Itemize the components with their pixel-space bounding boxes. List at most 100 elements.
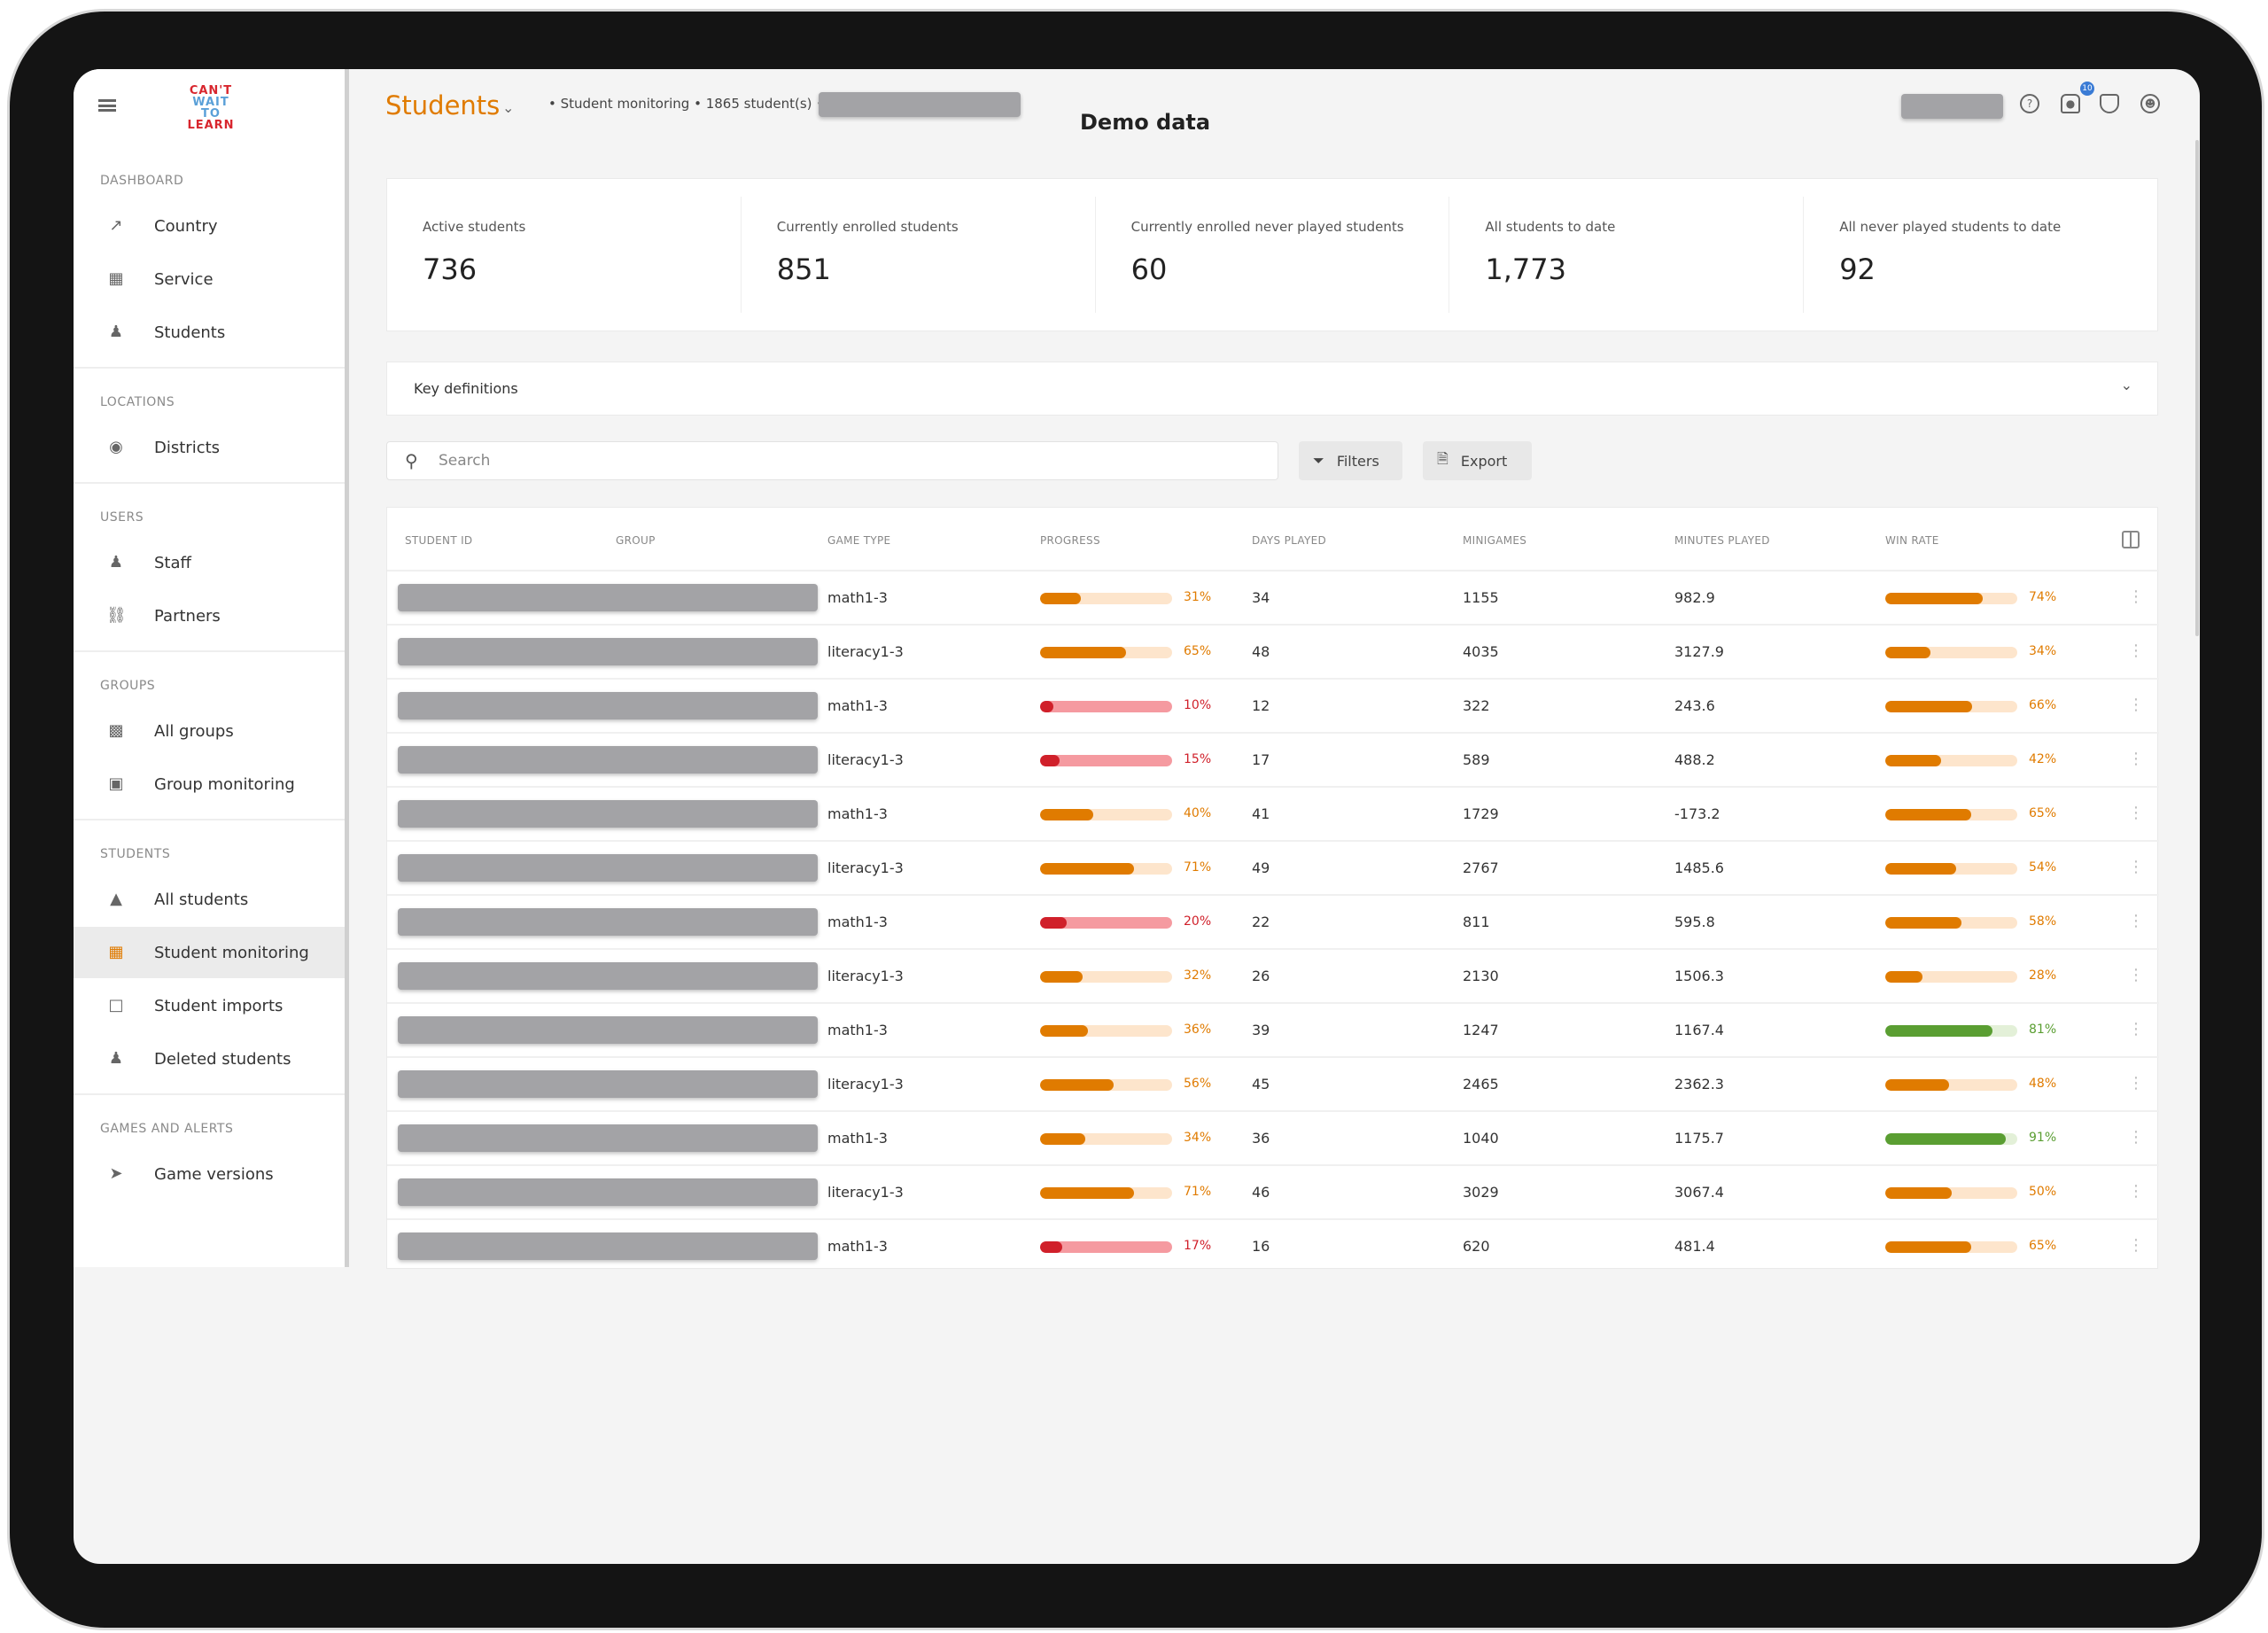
sidebar-item-label: Student imports bbox=[154, 996, 284, 1015]
filters-button[interactable]: ⏷ Filters bbox=[1299, 441, 1402, 480]
row-actions-icon[interactable]: ⋮ bbox=[2128, 642, 2144, 660]
sidebar-item-all-students[interactable]: ▲ All students bbox=[74, 874, 345, 925]
minigames: 1729 bbox=[1463, 805, 1499, 822]
sidebar-item-deleted-students[interactable]: ♟ Deleted students bbox=[74, 1033, 345, 1085]
column-header[interactable]: MINIGAMES bbox=[1463, 534, 1527, 547]
sidebar-item-student-monitoring[interactable]: ▦ Student monitoring bbox=[74, 927, 345, 978]
row-actions-icon[interactable]: ⋮ bbox=[2128, 1128, 2144, 1147]
sidebar-item-student-imports[interactable]: □ Student imports bbox=[74, 980, 345, 1031]
column-header[interactable]: GROUP bbox=[616, 534, 656, 547]
map-pin-icon: ◉ bbox=[109, 438, 123, 456]
users-icon: ♟ bbox=[108, 323, 124, 341]
column-header[interactable]: STUDENT ID bbox=[405, 534, 473, 547]
sidebar-section-label: DASHBOARD bbox=[100, 174, 184, 188]
column-header[interactable]: GAME TYPE bbox=[827, 534, 891, 547]
shield-icon[interactable] bbox=[2100, 94, 2119, 113]
row-actions-icon[interactable]: ⋮ bbox=[2128, 696, 2144, 714]
row-actions-icon[interactable]: ⋮ bbox=[2128, 587, 2144, 606]
table-row[interactable]: math1-3 17% 16 620 481.4 65% ⋮ bbox=[387, 1218, 2159, 1272]
table-row[interactable]: literacy1-3 71% 49 2767 1485.6 54% ⋮ bbox=[387, 840, 2159, 894]
export-button[interactable]: 🗎 Export bbox=[1423, 441, 1532, 480]
hamburger-menu-icon[interactable] bbox=[98, 99, 116, 112]
table-row[interactable]: math1-3 10% 12 322 243.6 66% ⋮ bbox=[387, 678, 2159, 732]
table-row[interactable]: math1-3 40% 41 1729 -173.2 65% ⋮ bbox=[387, 786, 2159, 840]
minigames: 811 bbox=[1463, 914, 1490, 930]
progress-percent: 40% bbox=[1184, 806, 1212, 820]
minutes-played: 488.2 bbox=[1674, 751, 1715, 768]
columns-toggle-icon[interactable] bbox=[2122, 531, 2140, 548]
redacted-student-info bbox=[398, 1016, 818, 1044]
table-row[interactable]: math1-3 20% 22 811 595.8 58% ⋮ bbox=[387, 894, 2159, 948]
minigames: 2465 bbox=[1463, 1076, 1499, 1093]
column-header[interactable]: PROGRESS bbox=[1040, 534, 1100, 547]
table-row[interactable]: math1-3 36% 39 1247 1167.4 81% ⋮ bbox=[387, 1002, 2159, 1056]
sidebar-item-students[interactable]: ♟ Students bbox=[74, 307, 345, 358]
table-row[interactable]: math1-3 31% 34 1155 982.9 74% ⋮ bbox=[387, 570, 2159, 624]
progress-bar bbox=[1040, 809, 1172, 820]
days-played: 16 bbox=[1252, 1238, 1270, 1255]
row-actions-icon[interactable]: ⋮ bbox=[2128, 966, 2144, 984]
row-actions-icon[interactable]: ⋮ bbox=[2128, 1182, 2144, 1201]
row-actions-icon[interactable]: ⋮ bbox=[2128, 912, 2144, 930]
breadcrumb-item[interactable]: Student monitoring bbox=[560, 96, 690, 112]
sidebar-divider bbox=[74, 650, 345, 652]
sidebar-item-staff[interactable]: ♟ Staff bbox=[74, 537, 345, 588]
redacted-student-info bbox=[398, 1178, 818, 1206]
sidebar-item-all-groups[interactable]: ▩ All groups bbox=[74, 705, 345, 757]
minutes-played: 243.6 bbox=[1674, 697, 1715, 714]
row-actions-icon[interactable]: ⋮ bbox=[2128, 1074, 2144, 1093]
table-row[interactable]: literacy1-3 65% 48 4035 3127.9 34% ⋮ bbox=[387, 624, 2159, 678]
column-header[interactable]: MINUTES PLAYED bbox=[1674, 534, 1770, 547]
sidebar-item-partners[interactable]: ⛓ Partners bbox=[74, 590, 345, 642]
win-rate-percent: 74% bbox=[2029, 590, 2057, 604]
sidebar-item-districts[interactable]: ◉ Districts bbox=[74, 422, 345, 473]
chevron-down-icon[interactable]: ⌄ bbox=[502, 99, 515, 116]
row-actions-icon[interactable]: ⋮ bbox=[2128, 1020, 2144, 1038]
win-rate-percent: 54% bbox=[2029, 860, 2057, 875]
sidebar-item-label: Student monitoring bbox=[154, 943, 309, 962]
game-type: literacy1-3 bbox=[827, 751, 904, 768]
sidebar-divider bbox=[74, 819, 345, 820]
column-header[interactable]: DAYS PLAYED bbox=[1252, 534, 1326, 547]
table-row[interactable]: literacy1-3 56% 45 2465 2362.3 48% ⋮ bbox=[387, 1056, 2159, 1110]
minigames: 1040 bbox=[1463, 1130, 1499, 1147]
table-row[interactable]: literacy1-3 15% 17 589 488.2 42% ⋮ bbox=[387, 732, 2159, 786]
progress-bar bbox=[1040, 701, 1172, 712]
column-header[interactable]: WIN RATE bbox=[1885, 534, 1939, 547]
account-icon[interactable]: ☻ bbox=[2140, 94, 2160, 113]
students-table: STUDENT ID GROUP GAME TYPE PROGRESS DAYS… bbox=[386, 507, 2159, 1272]
win-rate-percent: 91% bbox=[2029, 1131, 2057, 1145]
win-rate-percent: 58% bbox=[2029, 914, 2057, 929]
minutes-played: 1485.6 bbox=[1674, 859, 1724, 876]
progress-percent: 31% bbox=[1184, 590, 1212, 604]
row-actions-icon[interactable]: ⋮ bbox=[2128, 750, 2144, 768]
logo: CAN'T WAIT TO LEARN bbox=[187, 84, 235, 132]
sidebar-item-label: Students bbox=[154, 323, 226, 342]
bell-icon[interactable]: ● bbox=[2061, 94, 2080, 113]
search-input[interactable]: ⚲ Search bbox=[386, 441, 1278, 480]
row-actions-icon[interactable]: ⋮ bbox=[2128, 1236, 2144, 1255]
minutes-played: 982.9 bbox=[1674, 589, 1715, 606]
sidebar-item-country[interactable]: ↗ Country bbox=[74, 200, 345, 252]
scrollbar[interactable] bbox=[2195, 140, 2199, 636]
progress-bar bbox=[1040, 1079, 1172, 1091]
sidebar-item-game-versions[interactable]: ➤ Game versions bbox=[74, 1148, 345, 1200]
win-rate-bar bbox=[1885, 1241, 2017, 1253]
progress-bar bbox=[1040, 1187, 1172, 1199]
redacted-user-field bbox=[1901, 94, 2003, 119]
progress-percent: 65% bbox=[1184, 644, 1212, 658]
sidebar-item-group-monitoring[interactable]: ▣ Group monitoring bbox=[74, 758, 345, 810]
key-definitions-accordion[interactable]: Key definitions ⌄ bbox=[386, 362, 2158, 416]
search-placeholder: Search bbox=[439, 452, 491, 470]
sidebar-item-service[interactable]: ▦ Service bbox=[74, 253, 345, 305]
table-row[interactable]: math1-3 34% 36 1040 1175.7 91% ⋮ bbox=[387, 1110, 2159, 1164]
table-row[interactable]: literacy1-3 71% 46 3029 3067.4 50% ⋮ bbox=[387, 1164, 2159, 1218]
help-icon[interactable]: ? bbox=[2020, 94, 2039, 113]
users-icon: ♟ bbox=[108, 553, 124, 572]
stat-label: Currently enrolled students bbox=[776, 219, 959, 235]
row-actions-icon[interactable]: ⋮ bbox=[2128, 804, 2144, 822]
row-actions-icon[interactable]: ⋮ bbox=[2128, 858, 2144, 876]
table-row[interactable]: literacy1-3 32% 26 2130 1506.3 28% ⋮ bbox=[387, 948, 2159, 1002]
redacted-student-info bbox=[398, 638, 818, 665]
sidebar-item-label: Service bbox=[154, 269, 214, 289]
